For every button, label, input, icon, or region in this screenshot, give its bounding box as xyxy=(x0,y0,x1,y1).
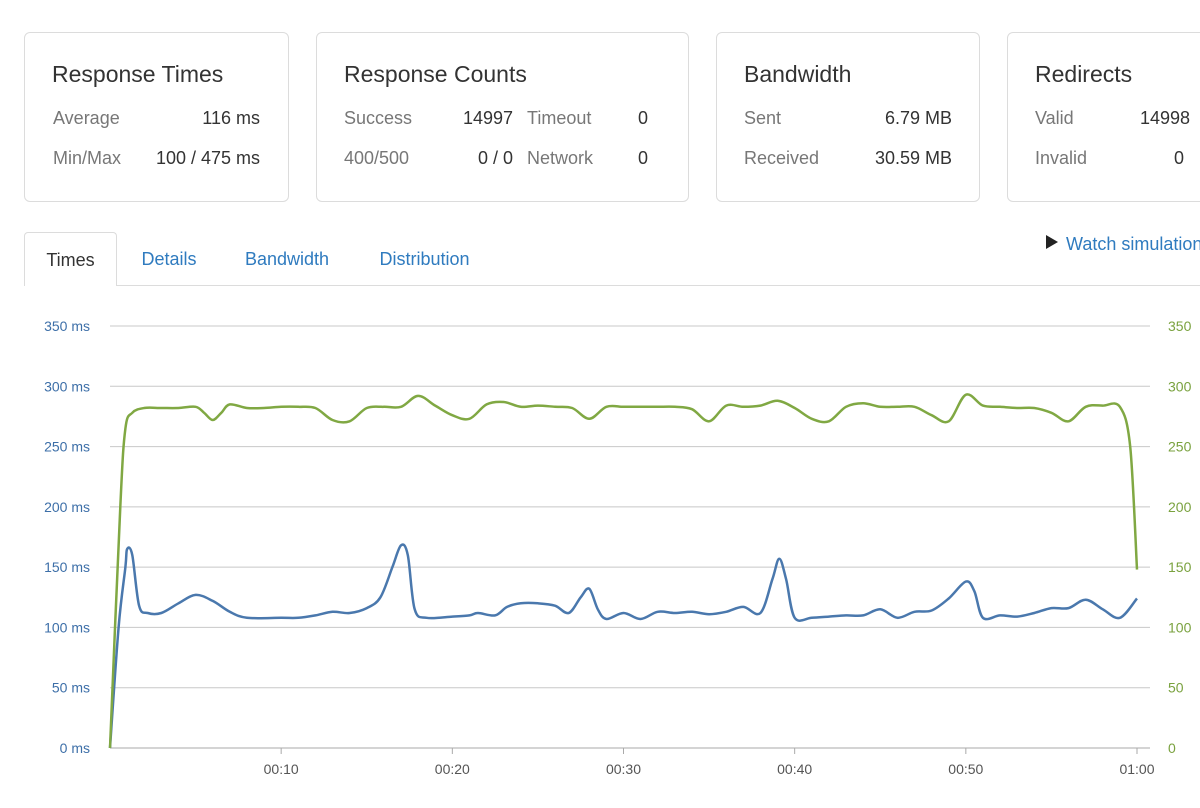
success-value: 14997 xyxy=(462,108,513,128)
left-tick-label: 50 ms xyxy=(52,680,90,696)
tab-times[interactable]: Times xyxy=(24,232,117,286)
left-tick-label: 100 ms xyxy=(44,619,90,635)
response-times-chart: 0 ms 50 ms 100 ms 150 ms 200 ms 250 ms 300 ms 3… xyxy=(44,318,1192,777)
bandwidth-title: Bandwidth xyxy=(744,61,852,87)
x-tick-label: 00:20 xyxy=(435,761,470,777)
series-line-blue xyxy=(108,543,1138,749)
redirects-card: Redirects Valid 14998 Invalid 0 xyxy=(1007,32,1200,202)
valid-label: Valid xyxy=(1035,108,1074,128)
invalid-value: 0 xyxy=(1173,148,1184,168)
x-tick-label: 00:50 xyxy=(948,761,983,777)
x-tick-label: 00:10 xyxy=(264,761,299,777)
average-label: Average xyxy=(53,108,120,128)
right-tick-label: 100 xyxy=(1168,619,1192,635)
response-counts-card: Response Counts Success 14997 Timeout 0 … xyxy=(316,32,689,202)
response-counts-title: Response Counts xyxy=(344,61,527,87)
x-tick-label: 01:00 xyxy=(1119,761,1154,777)
valid-value: 14998 xyxy=(1139,108,1190,128)
right-tick-label: 350 xyxy=(1168,318,1192,334)
http-errors-value: 0 / 0 xyxy=(477,148,513,168)
right-tick-label: 300 xyxy=(1168,378,1192,394)
bandwidth-card: Bandwidth Sent 6.79 MB Received 30.59 MB xyxy=(716,32,980,202)
minmax-label: Min/Max xyxy=(53,148,122,168)
left-tick-label: 0 ms xyxy=(60,740,90,756)
left-tick-label: 150 ms xyxy=(44,559,90,575)
right-tick-label: 0 xyxy=(1168,740,1176,756)
right-axis: 0 50 100 150 200 250 300 350 xyxy=(1168,318,1192,756)
tab-details[interactable]: Details xyxy=(141,249,197,269)
x-tick-label: 00:30 xyxy=(606,761,641,777)
success-label: Success xyxy=(344,108,413,128)
x-axis: 00:10 00:20 00:30 00:40 00:50 01:00 xyxy=(110,747,1155,777)
watch-simulation-label: Watch simulation xyxy=(1066,234,1200,254)
minmax-value: 100 / 475 ms xyxy=(155,148,260,168)
redirects-title: Redirects xyxy=(1035,61,1133,87)
tab-divider xyxy=(24,285,1200,286)
right-tick-label: 150 xyxy=(1168,559,1192,575)
right-tick-label: 50 xyxy=(1168,680,1184,696)
average-value: 116 ms xyxy=(202,108,260,128)
timeout-label: Timeout xyxy=(527,108,592,128)
series-line-green xyxy=(108,393,1139,749)
response-times-title: Response Times xyxy=(52,61,224,87)
network-label: Network xyxy=(527,148,594,168)
received-value: 30.59 MB xyxy=(874,148,952,168)
sent-label: Sent xyxy=(744,108,782,128)
left-axis: 0 ms 50 ms 100 ms 150 ms 200 ms 250 ms 300 ms 3… xyxy=(44,318,90,756)
right-tick-label: 250 xyxy=(1168,439,1192,455)
chart-series xyxy=(108,393,1139,749)
invalid-label: Invalid xyxy=(1035,148,1088,168)
right-tick-label: 200 xyxy=(1168,499,1192,515)
network-value: 0 xyxy=(637,148,648,168)
left-tick-label: 250 ms xyxy=(44,439,90,455)
chart-grid xyxy=(110,325,1150,689)
watch-simulation-link[interactable]: Watch simulation xyxy=(1046,234,1200,255)
left-tick-label: 200 ms xyxy=(44,499,90,515)
left-tick-label: 350 ms xyxy=(44,318,90,334)
response-times-card: Response Times Average 116 ms Min/Max 10… xyxy=(24,32,289,202)
sent-value: 6.79 MB xyxy=(884,108,952,128)
http-errors-label: 400/500 xyxy=(344,148,410,168)
tab-distribution[interactable]: Distribution xyxy=(379,249,470,269)
x-tick-label: 00:40 xyxy=(777,761,812,777)
tab-bandwidth[interactable]: Bandwidth xyxy=(244,249,330,269)
timeout-value: 0 xyxy=(637,108,648,128)
play-icon xyxy=(1046,235,1058,249)
received-label: Received xyxy=(744,148,820,168)
left-tick-label: 300 ms xyxy=(44,378,90,394)
